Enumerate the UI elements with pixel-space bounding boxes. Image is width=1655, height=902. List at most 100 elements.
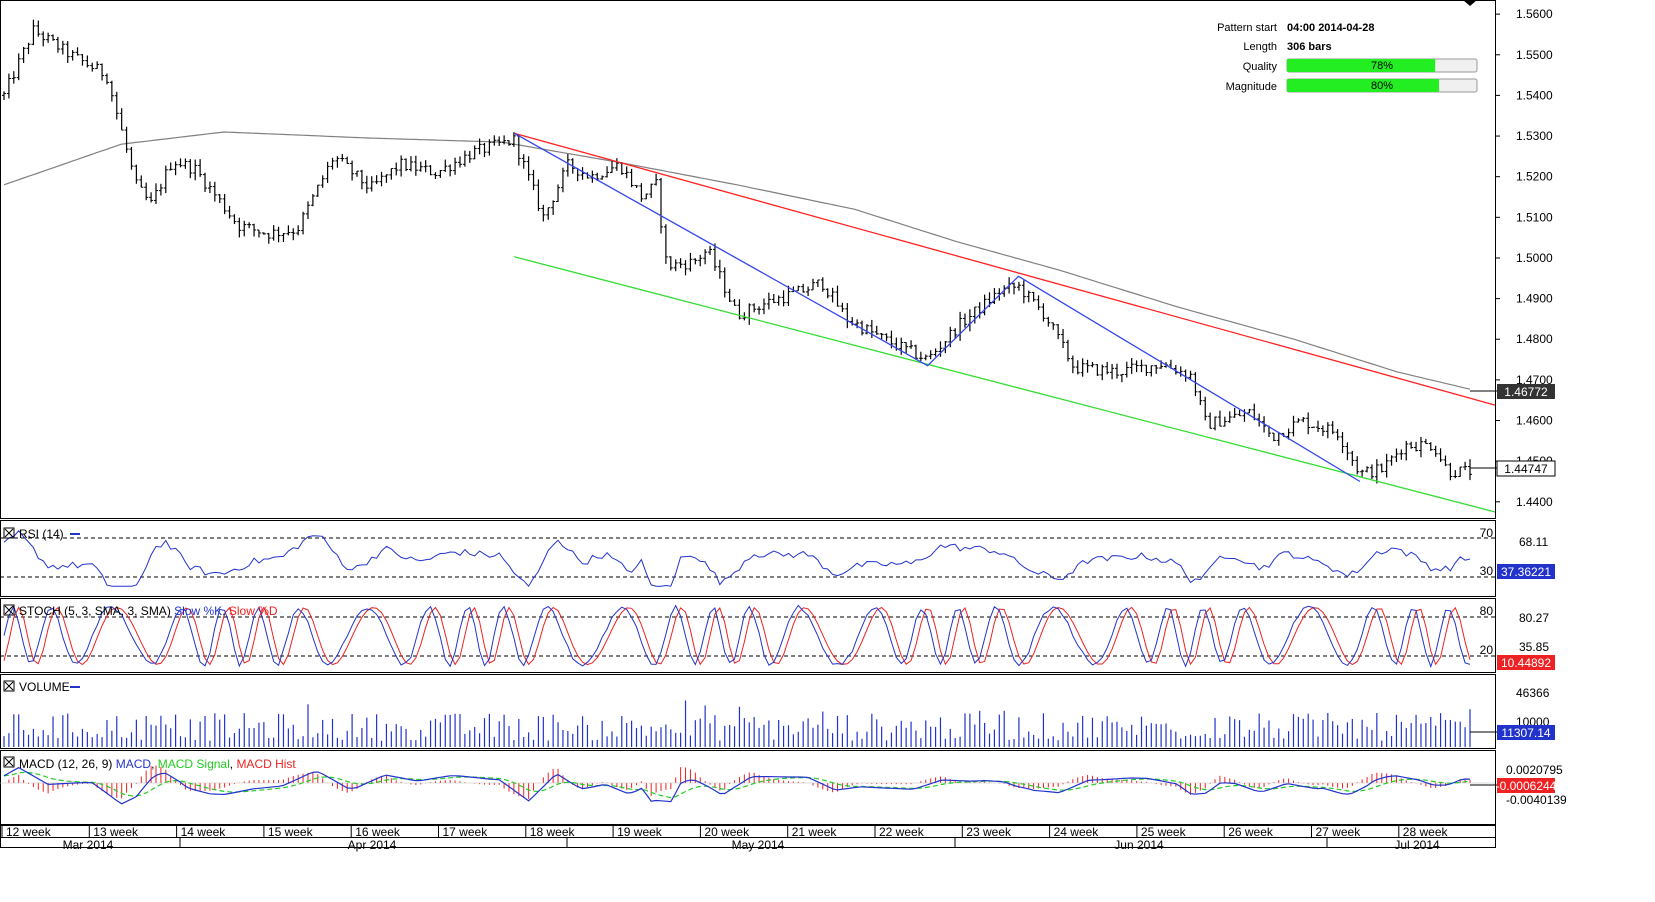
macd-tick-lower: -0.0040139 — [1506, 793, 1567, 807]
ohlc-bar — [521, 154, 526, 169]
ohlc-bar — [1012, 282, 1017, 295]
ohlc-bar — [722, 267, 727, 298]
ohlc-bar — [100, 63, 105, 81]
ohlc-bar — [757, 306, 762, 315]
ohlc-bar — [345, 156, 350, 165]
ohlc-bar — [1129, 358, 1134, 374]
ohlc-bar — [874, 325, 879, 335]
scroll-marker-icon[interactable] — [1463, 0, 1477, 6]
macd-toggle-icon[interactable] — [3, 756, 15, 768]
ohlc-bar — [1056, 324, 1061, 340]
ohlc-bar — [796, 285, 801, 292]
ohlc-bar — [703, 249, 708, 265]
ohlc-bar — [482, 142, 487, 158]
ohlc-bar — [864, 324, 869, 335]
ma-value-badge — [1497, 384, 1555, 399]
ohlc-bar — [982, 294, 987, 316]
stoch-toggle-icon[interactable] — [3, 604, 15, 616]
time-axis: 12 week 13 week 14 week 15 week 16 week 17 we… — [1, 825, 1448, 852]
ohlc-bar — [1139, 359, 1144, 373]
ohlc-bar — [933, 348, 938, 357]
price-tick-label: 1.5500 — [1516, 48, 1553, 62]
ohlc-bar — [1458, 466, 1463, 478]
ohlc-bar — [188, 159, 193, 179]
ohlc-bar — [1237, 410, 1242, 417]
ohlc-bar — [541, 204, 546, 222]
volume-toggle-icon[interactable] — [3, 680, 15, 692]
ohlc-bar — [1222, 416, 1227, 427]
ohlc-bar — [1316, 420, 1321, 432]
ohlc-bar — [619, 162, 624, 175]
month-label: Jul 2014 — [1394, 838, 1440, 852]
rsi-tick-30: 30 — [1480, 564, 1494, 578]
ohlc-bar — [752, 303, 757, 313]
ohlc-bar — [668, 256, 673, 271]
volume-value-text: 11307.14 — [1501, 726, 1550, 740]
ohlc-bar — [614, 158, 619, 171]
ohlc-bar — [565, 154, 570, 177]
ohlc-bar — [1414, 441, 1419, 452]
week-label: 21 week — [792, 825, 838, 839]
rsi-panel-frame — [0, 520, 1496, 597]
ohlc-bar — [634, 184, 639, 188]
stoch-d-legend: Slow %D — [229, 604, 278, 618]
ohlc-bar — [1335, 429, 1340, 441]
stoch-mid-badge: 35.85 — [1519, 640, 1549, 654]
ohlc-bar — [810, 278, 815, 291]
ohlc-bar — [551, 200, 556, 215]
week-label: 16 week — [355, 825, 401, 839]
week-label: 18 week — [530, 825, 576, 839]
ohlc-bar — [1208, 412, 1213, 429]
stoch-panel: STOCH (5, 3, SMA, 3, SMA) Slow %K, Slow … — [0, 604, 1555, 670]
ohlc-bar — [962, 313, 967, 328]
ohlc-bar — [923, 354, 928, 361]
ohlc-bar — [918, 351, 923, 361]
ohlc-bar — [497, 136, 502, 146]
ohlc-bar — [477, 138, 482, 155]
ohlc-bar — [389, 168, 394, 180]
ohlc-bar — [1085, 359, 1090, 373]
volume-bars — [3, 700, 1471, 747]
macd-panel-frame — [0, 750, 1496, 825]
macd-lines — [0, 765, 1495, 805]
panel-frames — [0, 0, 1496, 848]
price-tick-label: 1.4700 — [1516, 373, 1553, 387]
ohlc-bar — [663, 224, 668, 264]
ohlc-bar — [217, 193, 222, 204]
stoch-d-series — [3, 606, 1471, 666]
price-badges: 1.46772 1.44747 — [1470, 384, 1556, 477]
ohlc-bar — [1188, 370, 1193, 380]
ohlc-bar — [359, 169, 364, 190]
macd-title-text: MACD (12, 26, 9) — [19, 757, 112, 771]
macd-signal-series — [3, 771, 1471, 799]
week-label: 23 week — [966, 825, 1012, 839]
price-tick-label: 1.5300 — [1516, 129, 1553, 143]
stoch-tick-20: 20 — [1480, 643, 1494, 657]
week-label: 12 week — [6, 825, 52, 839]
rsi-toggle-icon[interactable] — [3, 527, 15, 539]
ohlc-bar — [85, 55, 90, 68]
volume-panel: VOLUME 46366 10000 11307.14 — [3, 680, 1555, 747]
stoch-k-legend: Slow %K — [174, 604, 222, 618]
length-value: 306 bars — [1287, 41, 1332, 53]
ohlc-bar — [1213, 416, 1218, 431]
ohlc-bar — [708, 245, 713, 255]
ohlc-bar — [644, 193, 649, 200]
ohlc-bar — [639, 183, 644, 202]
price-tick-label: 1.4900 — [1516, 292, 1553, 306]
ohlc-bar — [90, 62, 95, 72]
ohlc-bar — [928, 350, 933, 360]
ohlc-bar — [271, 225, 276, 241]
ohlc-bar — [507, 140, 512, 146]
last-price-badge — [1496, 460, 1556, 477]
ohlc-bar — [203, 172, 208, 192]
ohlc-bar — [198, 159, 203, 177]
ohlc-bar — [95, 61, 100, 70]
ohlc-bar — [1428, 442, 1433, 451]
week-label: 15 week — [268, 825, 314, 839]
pattern-start-label: Pattern start — [1217, 22, 1277, 34]
week-label: 27 week — [1316, 825, 1362, 839]
price-tick-label: 1.4400 — [1516, 495, 1553, 509]
price-tick-label: 1.5600 — [1516, 7, 1553, 21]
